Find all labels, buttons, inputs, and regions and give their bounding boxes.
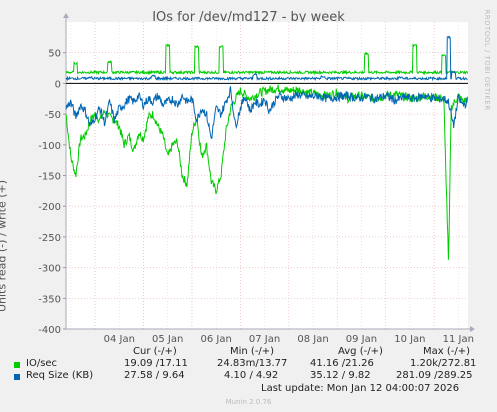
y-tick-label: -100 (38, 141, 61, 152)
legend-req-max: 281.09 /289.25 (396, 370, 473, 381)
x-tick-label: 07 Jan (249, 334, 280, 345)
y-tick-label: -200 (38, 202, 61, 213)
y-tick-label: -350 (38, 294, 61, 305)
legend-header-max: Max (-/+) (423, 346, 471, 357)
munin-credit: Munin 2.0.76 (225, 398, 272, 406)
x-tick-label: 08 Jan (297, 334, 328, 345)
legend-header-min: Min (-/+) (230, 346, 275, 357)
legend-swatch-io (14, 362, 20, 368)
y-tick-label: -50 (45, 110, 61, 121)
legend-swatch-req (14, 374, 20, 380)
y-tick-label: -300 (38, 264, 61, 275)
x-tick-label: 04 Jan (104, 334, 135, 345)
y-tick-label: 0 (55, 79, 61, 90)
x-tick-label: 11 Jan (443, 334, 474, 345)
x-tick-label: 10 Jan (394, 334, 425, 345)
y-tick-label: -400 (38, 325, 61, 336)
legend-header-cur: Cur (-/+) (133, 346, 177, 357)
legend-label-io: IO/sec (26, 358, 58, 369)
legend-req-min: 4.10 / 4.92 (224, 370, 279, 381)
x-tick-label: 06 Jan (200, 334, 231, 345)
x-axis-arrow (470, 326, 475, 332)
chart-title: IOs for /dev/md127 - by week (152, 10, 345, 25)
series-write-line (65, 35, 468, 82)
y-tick-label: -250 (38, 233, 61, 244)
legend-header-avg: Avg (-/+) (338, 346, 383, 357)
legend-io-avg: 41.16 /21.26 (310, 358, 374, 369)
legend-req-avg: 35.12 / 9.82 (310, 370, 371, 381)
series-write-line (65, 43, 469, 76)
legend-io-cur: 19.09 /17.11 (124, 358, 188, 369)
y-axis-arrow (63, 13, 69, 18)
x-tick-label: 05 Jan (152, 334, 183, 345)
y-tick-label: 50 (48, 49, 61, 60)
legend-io-max: 1.20k/272.81 (410, 358, 477, 369)
last-update: Last update: Mon Jan 12 04:00:07 2026 (261, 383, 460, 394)
y-tick-label: -150 (38, 172, 61, 183)
legend-req-cur: 27.58 / 9.64 (124, 370, 185, 381)
series-read-line (65, 86, 468, 140)
legend-io-min: 24.83m/13.77 (217, 358, 288, 369)
x-tick-label: 09 Jan (346, 334, 377, 345)
legend-label-req: Req Size (KB) (26, 370, 94, 381)
